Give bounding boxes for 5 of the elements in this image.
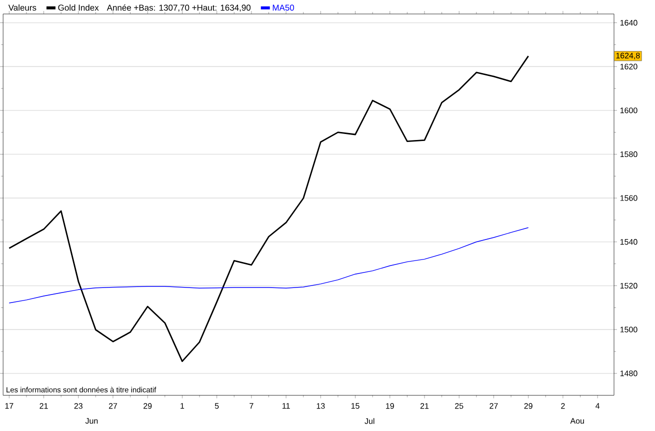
line-series xyxy=(8,55,530,362)
legend-label: Gold Index xyxy=(58,4,99,11)
legend-title: Valeurs xyxy=(8,4,36,11)
text: Année +Bas: 1307,70 +Haut: 1634,90 xyxy=(106,4,251,12)
legend-label: MA50 xyxy=(272,4,294,11)
